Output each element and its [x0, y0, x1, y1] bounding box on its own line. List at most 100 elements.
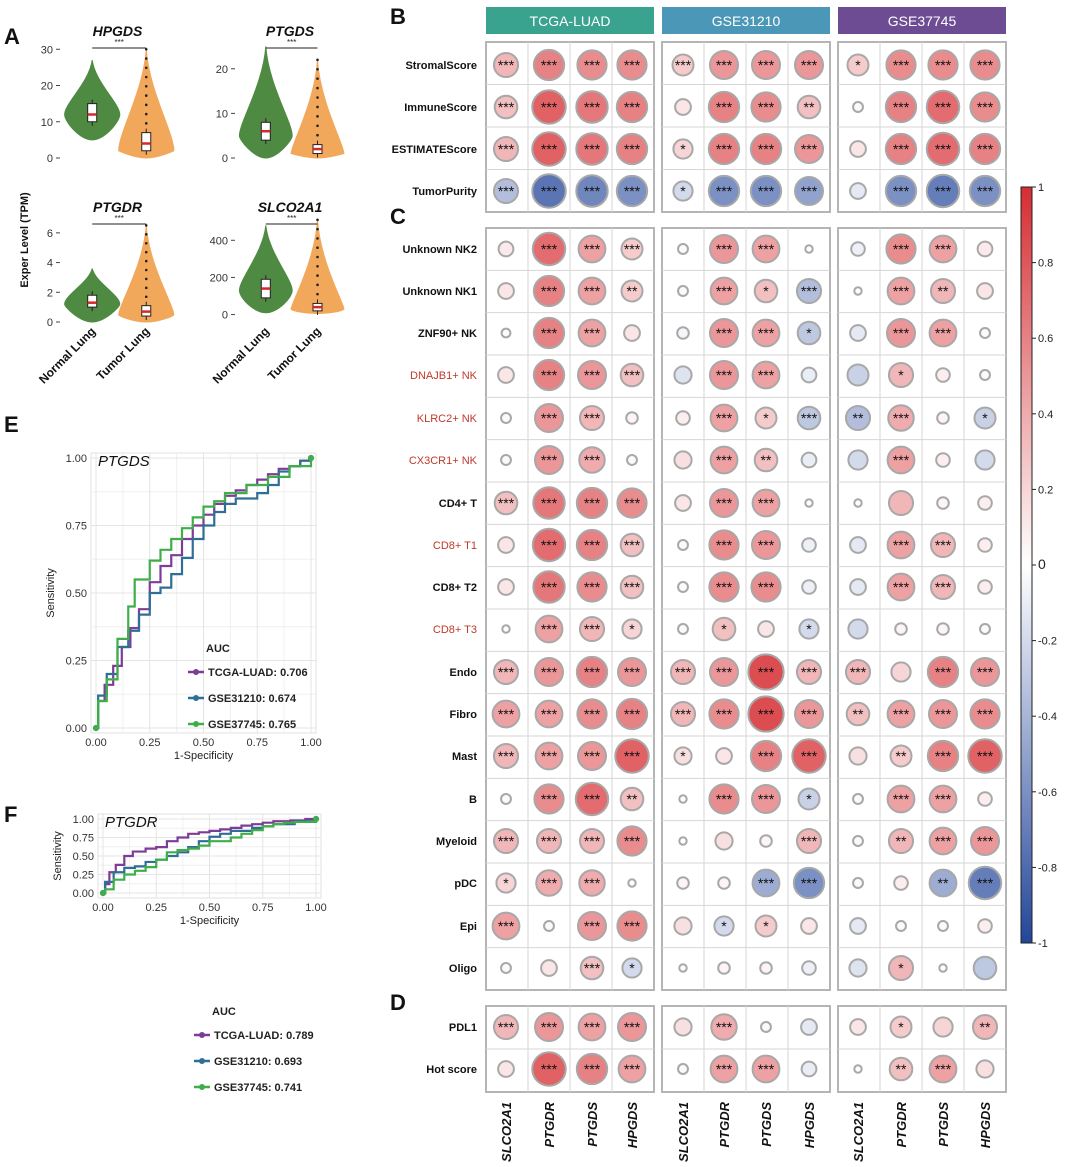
- correlation-dot: [793, 698, 825, 730]
- correlation-dot: [852, 877, 864, 889]
- correlation-dot: [619, 786, 645, 812]
- correlation-dot: [710, 1013, 738, 1041]
- significance-label: ***: [977, 57, 994, 73]
- correlation-dot: [886, 572, 916, 602]
- significance-label: ***: [758, 791, 775, 807]
- correlation-dot: [925, 89, 961, 125]
- correlation-dot: [894, 622, 908, 636]
- correlation-dot: [532, 358, 566, 392]
- correlation-dot: [532, 316, 566, 350]
- violin-outlier-point: [144, 268, 148, 272]
- correlation-dot: [708, 783, 740, 815]
- correlation-dot: [576, 571, 608, 603]
- violin-tumor: [118, 225, 175, 323]
- correlation-dot: [925, 131, 961, 167]
- matrix-row-label: ZNF90+ NK: [418, 328, 477, 340]
- colorbar-tick-label: -0.2: [1038, 636, 1057, 648]
- significance-label: ***: [935, 183, 952, 199]
- matrix-column-label: SLCO2A1: [676, 1102, 691, 1162]
- correlation-dot: [967, 738, 1003, 774]
- correlation-dot: [711, 616, 737, 642]
- roc-legend-marker: [193, 721, 199, 727]
- significance-label: ***: [541, 537, 558, 553]
- significance-label: ***: [541, 791, 558, 807]
- roc-ytick-label: 0.00: [66, 723, 87, 735]
- significance-label: ***: [716, 283, 733, 299]
- correlation-dot: [532, 274, 566, 308]
- correlation-dot: [673, 450, 693, 470]
- correlation-dot: [889, 1015, 913, 1039]
- correlation-dot: [793, 175, 825, 207]
- significance-label: ***: [584, 875, 601, 891]
- significance-label: ***: [801, 748, 818, 764]
- correlation-dot: [844, 404, 872, 432]
- significance-label: ***: [935, 241, 952, 257]
- violin-ytick-label: 10: [41, 117, 53, 129]
- correlation-dot: [497, 240, 515, 258]
- correlation-dot: [887, 827, 915, 855]
- significance-label: ***: [584, 99, 601, 115]
- violin-outlier-point: [316, 133, 319, 137]
- correlation-dot: [926, 739, 960, 773]
- significance-label: ***: [801, 410, 818, 426]
- significance-label: ***: [624, 1061, 641, 1077]
- significance-label: ***: [758, 325, 775, 341]
- matrix-column-label: PTGDR: [542, 1101, 557, 1147]
- matrix-column-label: SLCO2A1: [851, 1102, 866, 1162]
- correlation-dot: [497, 366, 515, 384]
- significance-label: ***: [893, 325, 910, 341]
- significance-label: ***: [935, 141, 952, 157]
- violin-sig-label: ***: [287, 214, 296, 223]
- roc-ytick-label: 0.75: [66, 521, 87, 533]
- violin-outlier-point: [144, 241, 148, 245]
- violin-outlier-point: [316, 283, 319, 287]
- significance-label: ***: [584, 706, 601, 722]
- dataset-header-label: GSE31210: [712, 13, 781, 29]
- correlation-dot: [927, 698, 959, 730]
- correlation-dot: [937, 920, 949, 932]
- correlation-dot: [676, 876, 690, 890]
- matrix-row-label: Hot score: [426, 1064, 477, 1076]
- significance-label: ***: [758, 537, 775, 553]
- correlation-dot: [501, 624, 511, 634]
- significance-label: ***: [935, 833, 952, 849]
- significance-label: ***: [758, 367, 775, 383]
- correlation-dot: [619, 574, 645, 600]
- significance-label: ***: [584, 833, 601, 849]
- correlation-dot: [673, 916, 693, 936]
- significance-label: ***: [675, 706, 692, 722]
- significance-label: ***: [624, 706, 641, 722]
- violin-box: [87, 103, 98, 123]
- correlation-dot: [801, 579, 817, 595]
- significance-label: ***: [584, 141, 601, 157]
- correlation-dot: [543, 920, 555, 932]
- matrix-row-label: PDL1: [449, 1022, 477, 1034]
- correlation-dot: [708, 529, 740, 561]
- correlation-dot: [795, 827, 823, 855]
- correlation-dot: [886, 276, 916, 306]
- significance-label: ***: [675, 664, 692, 680]
- correlation-dot: [497, 536, 515, 554]
- panel-letter-a: A: [4, 24, 20, 49]
- correlation-dot: [974, 449, 996, 471]
- significance-label: ***: [584, 283, 601, 299]
- correlation-dot: [500, 962, 512, 974]
- dataset-header-gse31210: [662, 7, 830, 34]
- correlation-dot: [927, 49, 959, 81]
- correlation-dot: [576, 359, 608, 391]
- correlation-dot: [886, 784, 916, 814]
- significance-label: ***: [977, 748, 994, 764]
- significance-label: ***: [498, 183, 515, 199]
- significance-label: ***: [893, 537, 910, 553]
- significance-label: ***: [716, 367, 733, 383]
- roc-legend-entry: TCGA-LUAD: 0.706: [208, 667, 308, 679]
- significance-label: ***: [716, 579, 733, 595]
- correlation-dot: [749, 132, 783, 166]
- matrix-row-label: Fibro: [450, 709, 478, 721]
- correlation-dot: [533, 656, 565, 688]
- correlation-dot: [578, 404, 606, 432]
- significance-label: ***: [584, 579, 601, 595]
- correlation-dot: [576, 49, 608, 81]
- roc-legend-entry: GSE31210: 0.674: [208, 693, 297, 705]
- significance-label: ***: [624, 579, 641, 595]
